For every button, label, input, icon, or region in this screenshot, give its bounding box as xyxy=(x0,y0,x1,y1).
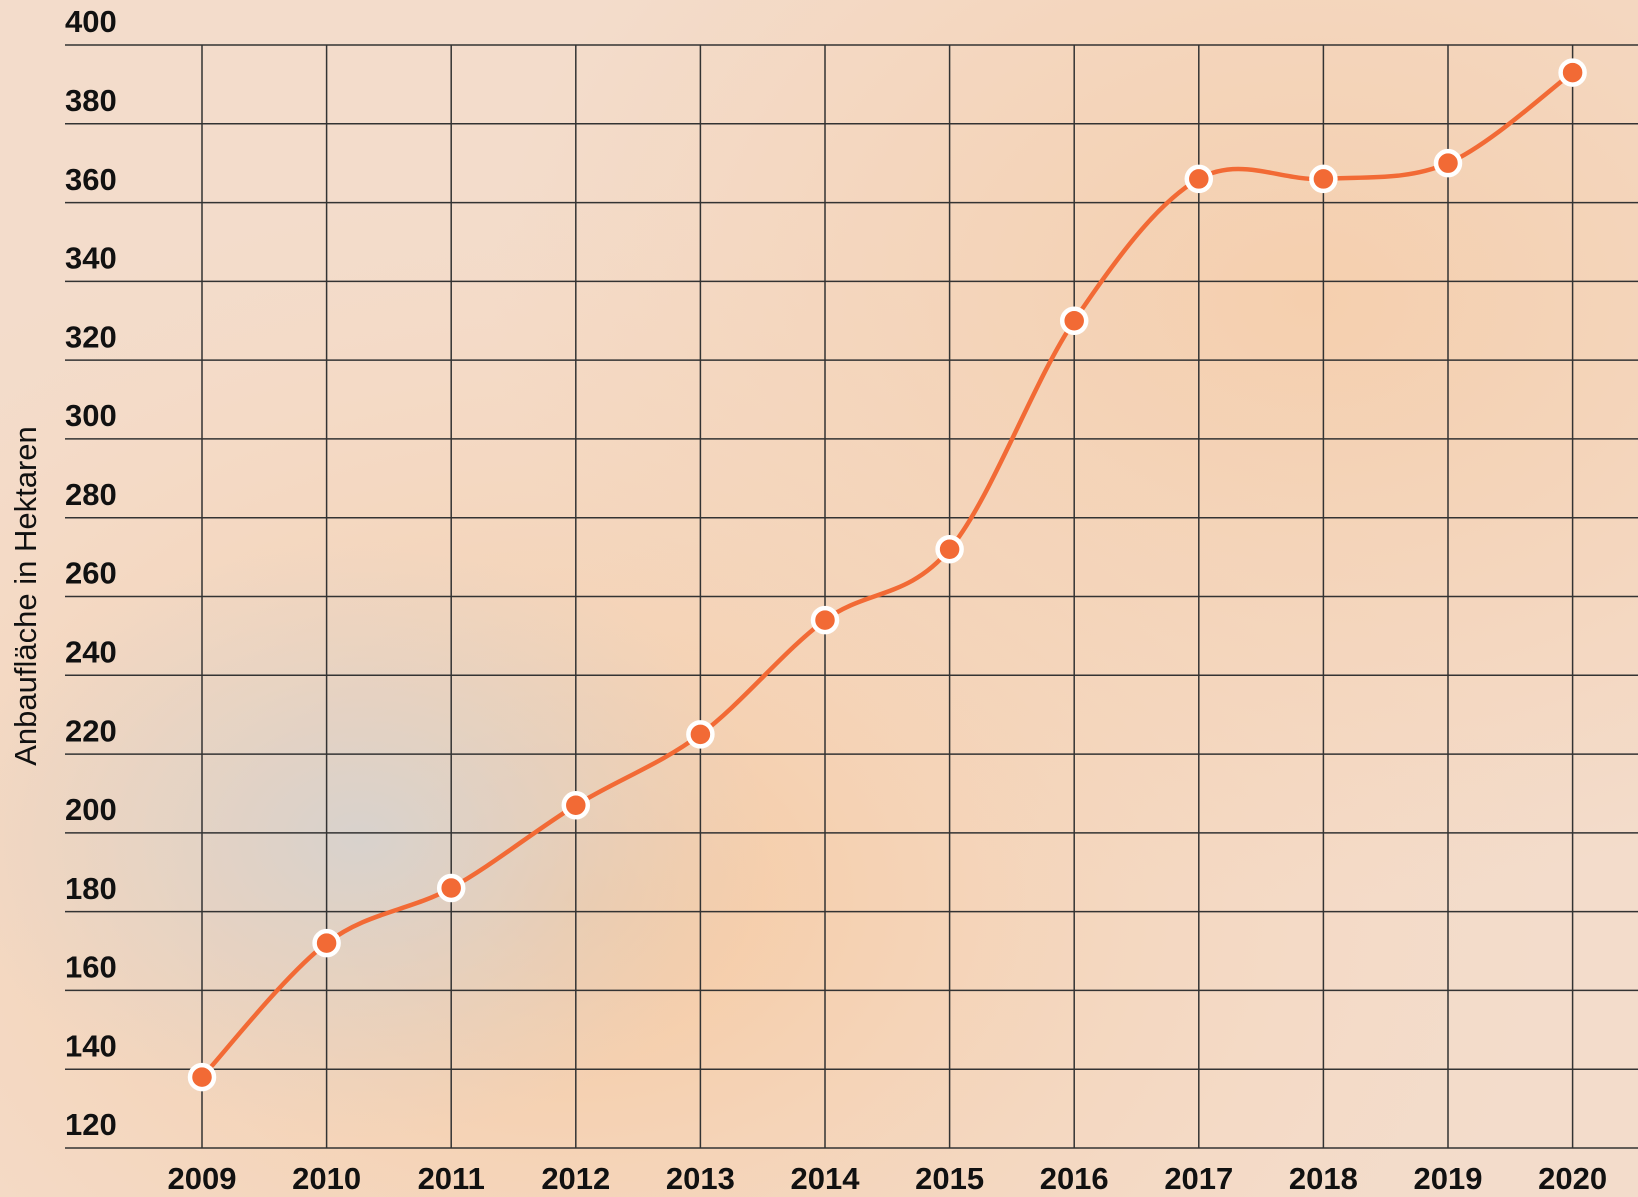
x-tick-label: 2011 xyxy=(418,1161,485,1196)
x-tick-label: 2013 xyxy=(666,1161,735,1196)
y-tick-label: 340 xyxy=(65,241,117,276)
y-tick-label: 320 xyxy=(65,319,117,354)
y-tick-label: 240 xyxy=(65,634,117,669)
point xyxy=(688,722,712,746)
x-tick-label: 2019 xyxy=(1414,1161,1483,1196)
point xyxy=(813,608,837,632)
point xyxy=(1311,167,1335,191)
y-tick-label: 220 xyxy=(65,713,117,748)
y-tick-label: 360 xyxy=(65,162,117,197)
x-tick-label: 2009 xyxy=(168,1161,237,1196)
x-tick-label: 2017 xyxy=(1164,1161,1233,1196)
y-tick-label: 180 xyxy=(65,871,117,906)
x-tick-label: 2015 xyxy=(915,1161,984,1196)
y-tick-label: 140 xyxy=(65,1028,117,1063)
point xyxy=(938,537,962,561)
x-tick-label: 2020 xyxy=(1538,1161,1607,1196)
y-tick-label: 280 xyxy=(65,477,117,512)
y-tick-label: 300 xyxy=(65,398,117,433)
y-tick-label: 200 xyxy=(65,792,117,827)
point xyxy=(564,793,588,817)
point xyxy=(1436,151,1460,175)
y-axis-title: Anbaufläche in Hektaren xyxy=(8,426,43,766)
x-tick-label: 2016 xyxy=(1040,1161,1109,1196)
x-tick-label: 2014 xyxy=(791,1161,861,1196)
y-tick-label: 120 xyxy=(65,1107,117,1142)
x-tick-label: 2012 xyxy=(541,1161,610,1196)
y-tick-label: 400 xyxy=(65,4,117,39)
y-tick-label: 160 xyxy=(65,950,117,985)
point xyxy=(315,931,339,955)
x-tick-label: 2018 xyxy=(1289,1161,1358,1196)
chart: Anbaufläche in Hektaren 120 140 160 180 200 2… xyxy=(0,0,1638,1197)
point xyxy=(1187,167,1211,191)
point xyxy=(1062,309,1086,333)
y-tick-label: 260 xyxy=(65,556,117,591)
point xyxy=(439,876,463,900)
background-shade xyxy=(0,0,1638,1197)
y-tick-label: 380 xyxy=(65,83,117,118)
point xyxy=(1561,61,1585,85)
x-tick-label: 2010 xyxy=(292,1161,361,1196)
point xyxy=(190,1065,214,1089)
